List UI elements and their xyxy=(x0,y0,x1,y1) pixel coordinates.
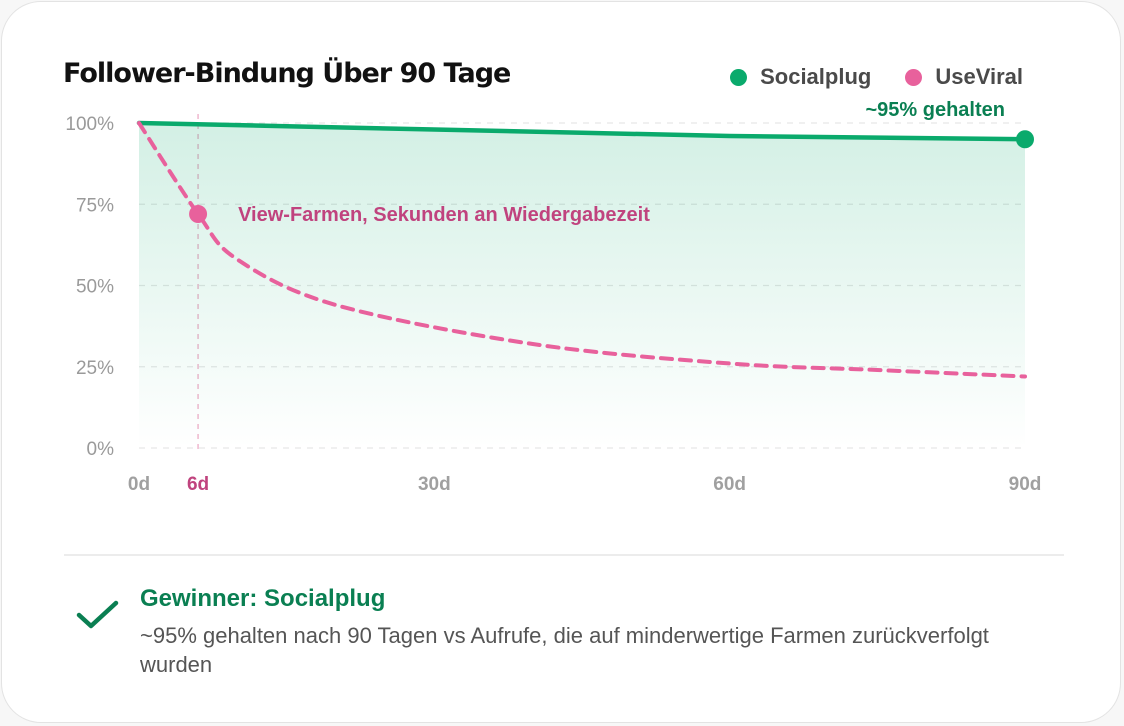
legend-item-useviral: UseViral xyxy=(905,64,1023,90)
x-tick-label-60: 60d xyxy=(713,474,746,495)
series-line-socialplug xyxy=(136,120,1028,142)
y-tick-label-100: 100% xyxy=(65,114,114,135)
legend-dot-socialplug xyxy=(730,68,748,86)
series-line-useviral xyxy=(137,121,1027,379)
legend-label-socialplug: Socialplug xyxy=(760,64,872,89)
legend-item-socialplug: Socialplug xyxy=(730,64,871,90)
x-tick-label-0: 0d xyxy=(128,474,150,495)
marker-useviral xyxy=(189,205,208,223)
retention-chart: 100% 75% 50% 25% 0% 0d 6d 30d 60d 90d ~95% gehalte… xyxy=(65,99,1042,495)
divider xyxy=(64,554,1064,556)
y-tick-label-75: 75% xyxy=(76,195,114,216)
y-tick-label-50: 50% xyxy=(76,277,114,298)
y-tick-label-0: 0% xyxy=(87,439,115,460)
x-tick-label-90: 90d xyxy=(1009,474,1042,495)
chart-title: Follower-Bindung Über 90 Tage xyxy=(63,58,511,89)
checkmark-icon xyxy=(76,600,119,629)
y-tick-label-25: 25% xyxy=(76,358,114,379)
legend: Socialplug UseViral xyxy=(730,64,1023,90)
legend-label-useviral: UseViral xyxy=(935,64,1023,89)
area-socialplug xyxy=(139,123,1025,448)
summary-text: ~95% gehalten nach 90 Tagen vs Aufrufe, … xyxy=(140,623,989,677)
summary-title: Gewinner: Socialplug xyxy=(140,585,386,612)
x-tick-label-30: 30d xyxy=(418,474,451,495)
x-tick-label-6: 6d xyxy=(187,474,209,495)
legend-dot-useviral xyxy=(905,68,923,86)
annotation-socialplug: ~95% gehalten xyxy=(865,99,1005,121)
marker-socialplug xyxy=(1016,130,1034,149)
annotation-useviral: View-Farmen, Sekunden an Wiedergabezeit xyxy=(238,204,650,226)
